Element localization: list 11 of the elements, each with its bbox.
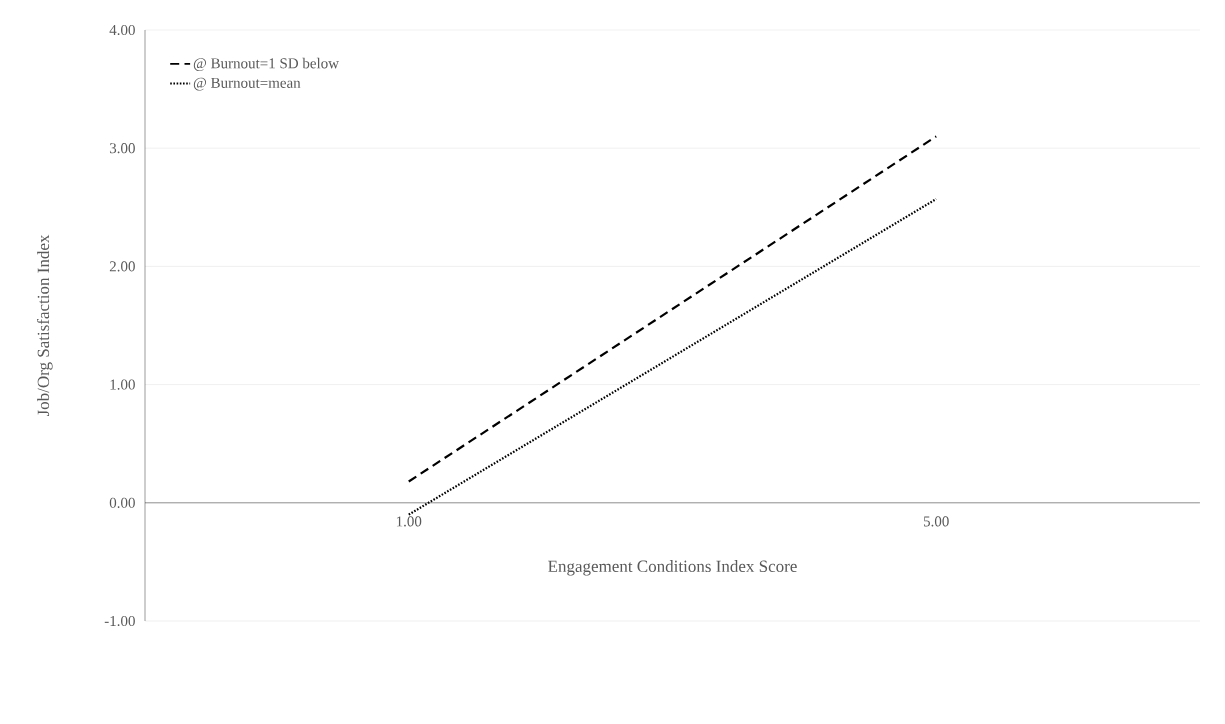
y-tick-label: 0.00 bbox=[109, 497, 135, 508]
legend-label: @ Burnout=1 SD below bbox=[193, 57, 339, 72]
y-tick-label: 3.00 bbox=[109, 143, 135, 154]
y-tick-label: -1.00 bbox=[104, 615, 135, 627]
y-tick-label: 2.00 bbox=[109, 261, 135, 272]
x-axis-title: Engagement Conditions Index Score bbox=[548, 560, 797, 576]
y-tick-label: 4.00 bbox=[109, 24, 135, 36]
x-tick-label: 5.00 bbox=[923, 516, 949, 527]
y-tick-label: 1.00 bbox=[110, 379, 135, 390]
y-axis-title: Job/Org Satisfaction Index bbox=[36, 234, 53, 417]
legend-label: @ Burnout=mean bbox=[193, 77, 301, 91]
